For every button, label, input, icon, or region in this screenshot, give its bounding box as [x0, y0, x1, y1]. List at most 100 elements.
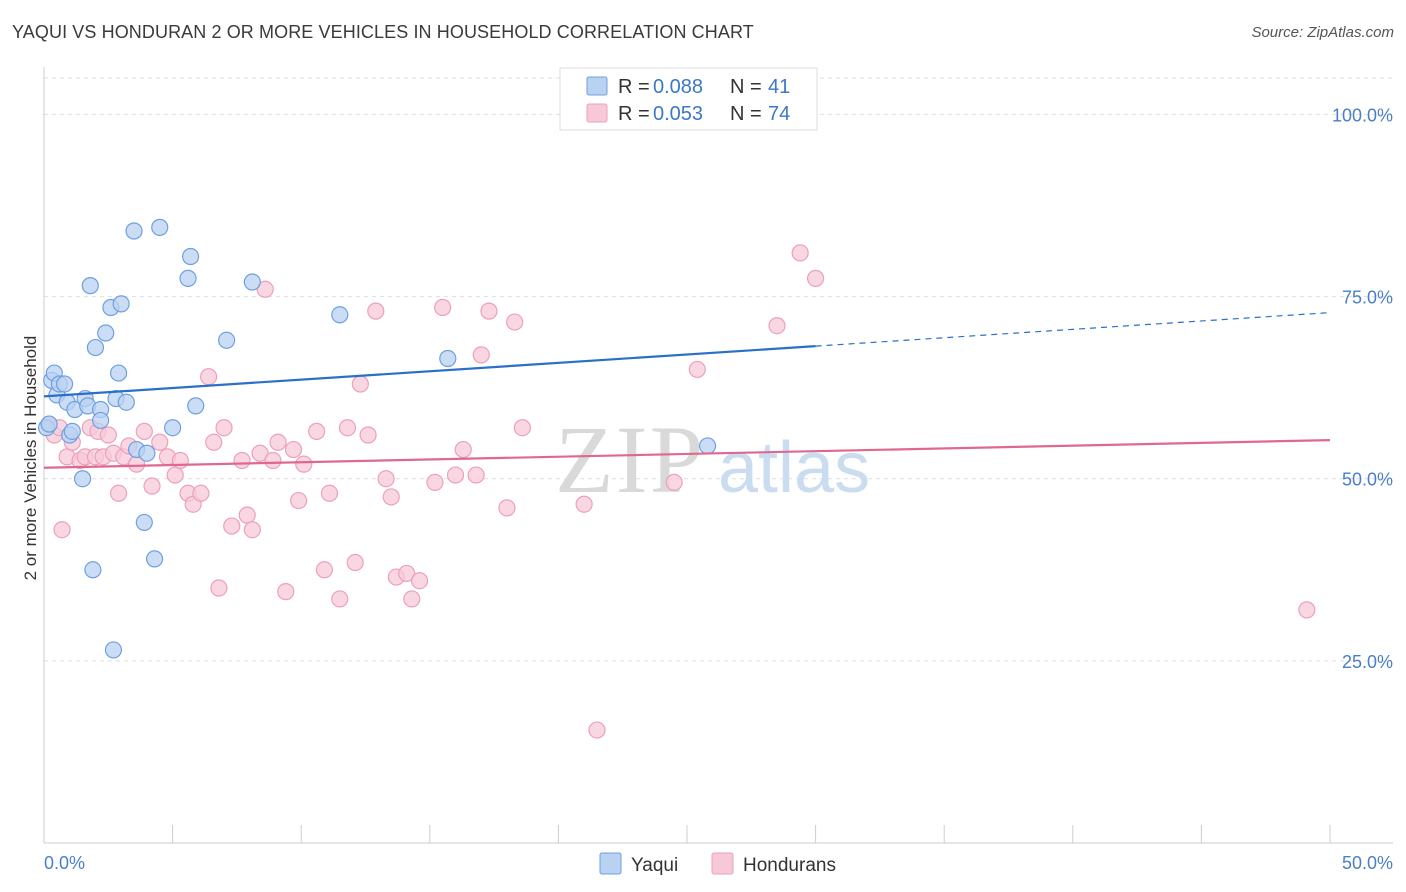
- point-yaqui: [97, 324, 115, 342]
- point-hondurans: [346, 553, 364, 572]
- point-hondurans: [446, 466, 465, 484]
- point-hondurans: [513, 419, 531, 437]
- point-hondurans: [434, 298, 452, 317]
- point-yaqui: [86, 338, 105, 357]
- point-hondurans: [53, 521, 71, 539]
- legend-n-label-1: N =: [730, 103, 762, 125]
- y-tick-label: 75.0%: [1342, 288, 1393, 308]
- bottom-legend-label-yaqui: Yaqui: [631, 855, 678, 876]
- point-hondurans: [688, 360, 706, 379]
- point-hondurans: [377, 470, 395, 488]
- point-yaqui: [187, 397, 205, 415]
- source-label: Source: ZipAtlas.com: [1251, 24, 1394, 41]
- point-hondurans: [791, 244, 809, 262]
- point-hondurans: [238, 506, 256, 524]
- point-hondurans: [284, 440, 303, 459]
- point-yaqui: [40, 415, 58, 433]
- point-hondurans: [233, 451, 251, 470]
- point-hondurans: [320, 484, 339, 502]
- legend-r-value-1: 0.053: [653, 103, 703, 125]
- point-yaqui: [145, 550, 164, 568]
- point-hondurans: [382, 488, 400, 506]
- point-hondurans: [277, 583, 295, 601]
- chart-title: YAQUI VS HONDURAN 2 OR MORE VEHICLES IN …: [12, 22, 754, 42]
- legend-n-value-0: 41: [768, 76, 790, 98]
- y-tick-label: 25.0%: [1342, 652, 1393, 672]
- watermark: ZIP atlas: [555, 406, 870, 513]
- point-yaqui: [218, 331, 236, 349]
- legend-n-value-1: 74: [768, 103, 790, 125]
- point-hondurans: [768, 317, 786, 335]
- point-hondurans: [200, 368, 218, 386]
- point-yaqui: [243, 273, 261, 291]
- point-hondurans: [264, 451, 282, 470]
- point-hondurans: [426, 473, 444, 491]
- point-hondurans: [109, 484, 128, 502]
- trend-lines: [43, 312, 1331, 469]
- point-yaqui: [91, 411, 110, 430]
- point-hondurans: [588, 721, 606, 739]
- point-yaqui: [81, 277, 99, 295]
- point-hondurans: [338, 419, 357, 437]
- x-tick-label-max: 50.0%: [1342, 853, 1393, 873]
- point-hondurans: [359, 426, 377, 444]
- watermark-zip: ZIP: [555, 406, 705, 513]
- point-yaqui: [109, 364, 128, 382]
- trend-extension-yaqui: [815, 312, 1331, 347]
- point-hondurans: [331, 590, 349, 608]
- point-hondurans: [171, 451, 189, 470]
- point-hondurans: [308, 422, 326, 440]
- point-hondurans: [251, 444, 269, 462]
- legend-swatch-yaqui: [586, 76, 608, 96]
- bottom-legend-label-hondurans: Hondurans: [743, 855, 836, 876]
- point-hondurans: [398, 564, 416, 583]
- point-yaqui: [698, 437, 717, 455]
- y-tick-label: 50.0%: [1342, 470, 1393, 490]
- legend-n-label-0: N =: [730, 76, 762, 98]
- watermark-atlas: atlas: [718, 428, 870, 508]
- point-hondurans: [143, 477, 161, 495]
- point-hondurans: [575, 495, 593, 513]
- point-hondurans: [454, 440, 472, 459]
- legend-r-label-0: R =: [618, 76, 650, 98]
- point-hondurans: [223, 517, 241, 535]
- point-yaqui: [104, 641, 123, 659]
- trend-line-hondurans: [43, 439, 1331, 469]
- point-hondurans: [166, 466, 184, 484]
- point-yaqui: [179, 269, 197, 287]
- point-yaqui: [331, 306, 349, 324]
- point-hondurans: [256, 280, 274, 298]
- point-hondurans: [472, 346, 490, 364]
- point-hondurans: [99, 426, 117, 444]
- point-yaqui: [439, 349, 457, 368]
- point-hondurans: [367, 302, 385, 320]
- gridlines: 25.0% 50.0% 75.0% 100.0%: [44, 77, 1393, 672]
- point-yaqui: [138, 444, 156, 462]
- point-hondurans: [403, 590, 421, 608]
- point-hondurans: [192, 484, 210, 502]
- legend-r-value-0: 0.088: [653, 76, 703, 98]
- point-yaqui: [164, 419, 182, 437]
- point-hondurans: [351, 375, 369, 393]
- point-hondurans: [210, 579, 228, 597]
- bottom-legend-swatch-yaqui: [599, 852, 622, 875]
- point-hondurans: [135, 422, 153, 440]
- trend-line-yaqui: [43, 345, 816, 398]
- legend-r-label-1: R =: [618, 103, 650, 125]
- point-hondurans: [480, 302, 498, 320]
- bottom-legend-swatch-hondurans: [711, 852, 734, 875]
- point-yaqui: [125, 222, 143, 240]
- point-yaqui: [55, 375, 74, 393]
- point-hondurans: [205, 433, 223, 451]
- point-hondurans: [269, 433, 287, 451]
- point-yaqui: [63, 422, 81, 440]
- point-hondurans: [215, 419, 233, 437]
- point-hondurans: [290, 491, 308, 510]
- point-hondurans: [806, 269, 825, 287]
- point-yaqui: [117, 393, 135, 411]
- point-yaqui: [112, 295, 130, 313]
- point-yaqui: [182, 247, 200, 266]
- point-hondurans: [498, 499, 516, 517]
- point-yaqui: [135, 513, 153, 532]
